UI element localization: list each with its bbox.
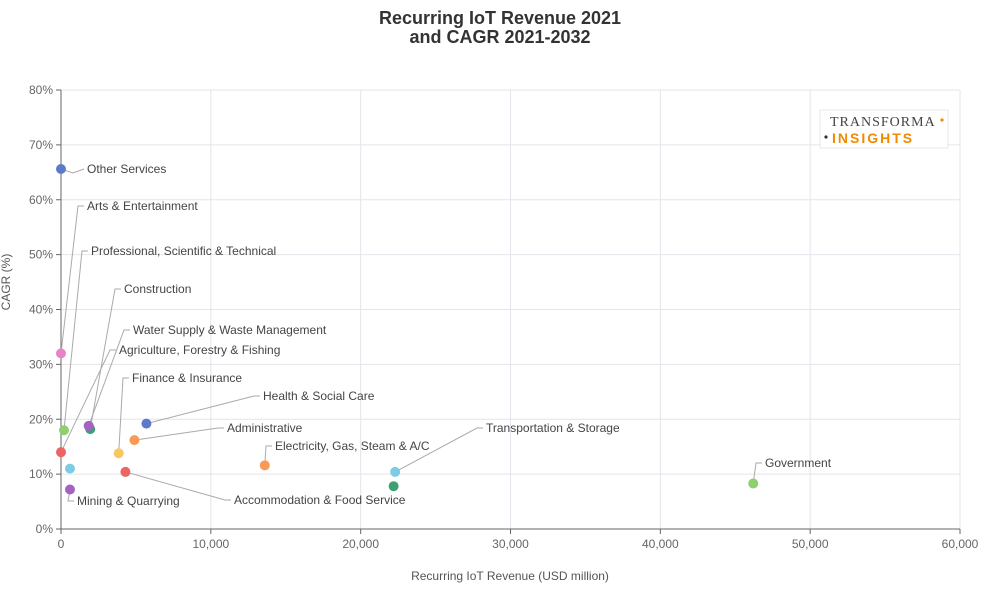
logo-dot-left bbox=[824, 135, 828, 139]
y-tick-label: 30% bbox=[29, 357, 53, 371]
point-administrative[interactable] bbox=[129, 435, 140, 446]
point-finance-and-insurance[interactable] bbox=[113, 448, 124, 459]
x-axis-label: Recurring IoT Revenue (USD million) bbox=[411, 569, 609, 583]
y-tick-label: 40% bbox=[29, 303, 53, 317]
x-tick-label: 0 bbox=[58, 537, 65, 551]
logo-dot-right bbox=[940, 118, 944, 122]
y-tick-label: 20% bbox=[29, 412, 53, 426]
label-construction: Construction bbox=[124, 282, 191, 296]
label-transportation-and-storage: Transportation & Storage bbox=[486, 421, 620, 435]
label-agriculture-forestry-and-fishing: Agriculture, Forestry & Fishing bbox=[119, 343, 280, 357]
y-tick-label: 50% bbox=[29, 248, 53, 262]
point-agriculture-forestry-and-fishing[interactable] bbox=[56, 447, 66, 458]
label-mining-and-quarrying: Mining & Quarrying bbox=[77, 494, 180, 508]
point-accommodation-and-food-service[interactable] bbox=[120, 466, 131, 477]
y-tick-label: 70% bbox=[29, 138, 53, 152]
label-professional-scientific-and-technical: Professional, Scientific & Technical bbox=[91, 244, 276, 258]
point-unlabeled[interactable] bbox=[64, 463, 75, 474]
leader-transportation-and-storage bbox=[394, 427, 483, 473]
label-electricity-gas-steam-and-a-c: Electricity, Gas, Steam & A/C bbox=[275, 439, 430, 453]
leader-administrative bbox=[134, 427, 224, 441]
leader-professional-scientific-and-technical bbox=[63, 250, 88, 431]
leader-construction bbox=[89, 288, 121, 430]
label-finance-and-insurance: Finance & Insurance bbox=[132, 371, 242, 385]
x-tick-label: 50,000 bbox=[792, 537, 829, 551]
point-mining-and-quarrying[interactable] bbox=[64, 484, 75, 495]
point-health-and-social-care[interactable] bbox=[141, 418, 152, 429]
point-transportation-and-storage[interactable] bbox=[390, 466, 401, 477]
leader-electricity-gas-steam-and-a-c bbox=[264, 445, 272, 466]
point-labels: Other Services Arts & Entertainment Profes… bbox=[77, 162, 832, 508]
x-tick-label: 20,000 bbox=[342, 537, 379, 551]
point-other-services[interactable] bbox=[56, 164, 66, 175]
transforma-insights-logo: TRANSFORMA INSIGHTS bbox=[819, 109, 949, 149]
logo-text-top: TRANSFORMA bbox=[830, 115, 936, 130]
x-tick-label: 60,000 bbox=[942, 537, 979, 551]
x-tick-label: 10,000 bbox=[192, 537, 229, 551]
logo-text-bottom: INSIGHTS bbox=[832, 130, 914, 146]
point-water-supply-and-waste-management[interactable] bbox=[83, 420, 94, 431]
label-leader-lines bbox=[60, 168, 762, 502]
point-government[interactable] bbox=[748, 478, 759, 489]
leader-agriculture-forestry-and-fishing bbox=[60, 349, 116, 453]
tick-labels: 0% 10% 20% 30% 40% 50% 60% 70% 80% 0 10,000 20,000 3… bbox=[29, 83, 979, 551]
chart-title-line-1: Recurring IoT Revenue 2021 bbox=[379, 8, 621, 28]
point-unlabeled[interactable] bbox=[388, 481, 399, 492]
label-government: Government bbox=[765, 456, 832, 470]
x-tick-label: 30,000 bbox=[492, 537, 529, 551]
label-administrative: Administrative bbox=[227, 421, 303, 435]
label-other-services: Other Services bbox=[87, 162, 166, 176]
y-tick-label: 60% bbox=[29, 193, 53, 207]
leader-government bbox=[752, 462, 762, 484]
leader-health-and-social-care bbox=[146, 395, 260, 425]
x-tick-label: 40,000 bbox=[642, 537, 679, 551]
label-water-supply-and-waste-management: Water Supply & Waste Management bbox=[133, 323, 327, 337]
point-electricity-gas-steam-and-a-c[interactable] bbox=[259, 460, 270, 471]
y-axis-label: CAGR (%) bbox=[0, 254, 13, 311]
label-accommodation-and-food-service: Accommodation & Food Service bbox=[234, 493, 406, 507]
data-points bbox=[56, 164, 759, 495]
leader-accommodation-and-food-service bbox=[125, 471, 231, 501]
logo-box bbox=[819, 109, 949, 149]
grid-lines bbox=[60, 89, 961, 530]
leader-finance-and-insurance bbox=[118, 377, 129, 454]
point-professional-scientific-and-technical[interactable] bbox=[58, 425, 69, 436]
y-tick-label: 80% bbox=[29, 83, 53, 97]
y-tick-label: 0% bbox=[36, 522, 54, 536]
leader-water-supply-and-waste-management bbox=[88, 329, 130, 427]
label-health-and-social-care: Health & Social Care bbox=[263, 389, 375, 403]
chart-title-line-2: and CAGR 2021-2032 bbox=[409, 27, 590, 47]
label-arts-and-entertainment: Arts & Entertainment bbox=[87, 199, 198, 213]
leader-arts-and-entertainment bbox=[60, 205, 84, 354]
point-arts-and-entertainment[interactable] bbox=[56, 348, 66, 359]
y-tick-label: 10% bbox=[29, 467, 53, 481]
